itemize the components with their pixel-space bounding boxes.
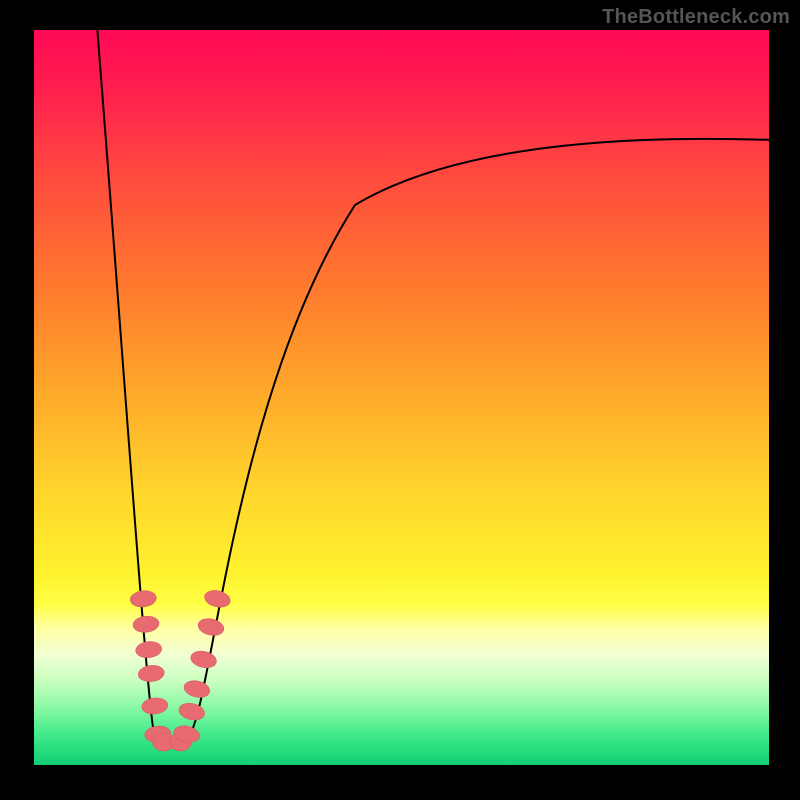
figure-root: TheBottleneck.com <box>0 0 800 800</box>
watermark-text: TheBottleneck.com <box>602 6 790 29</box>
chart-svg <box>0 0 800 800</box>
